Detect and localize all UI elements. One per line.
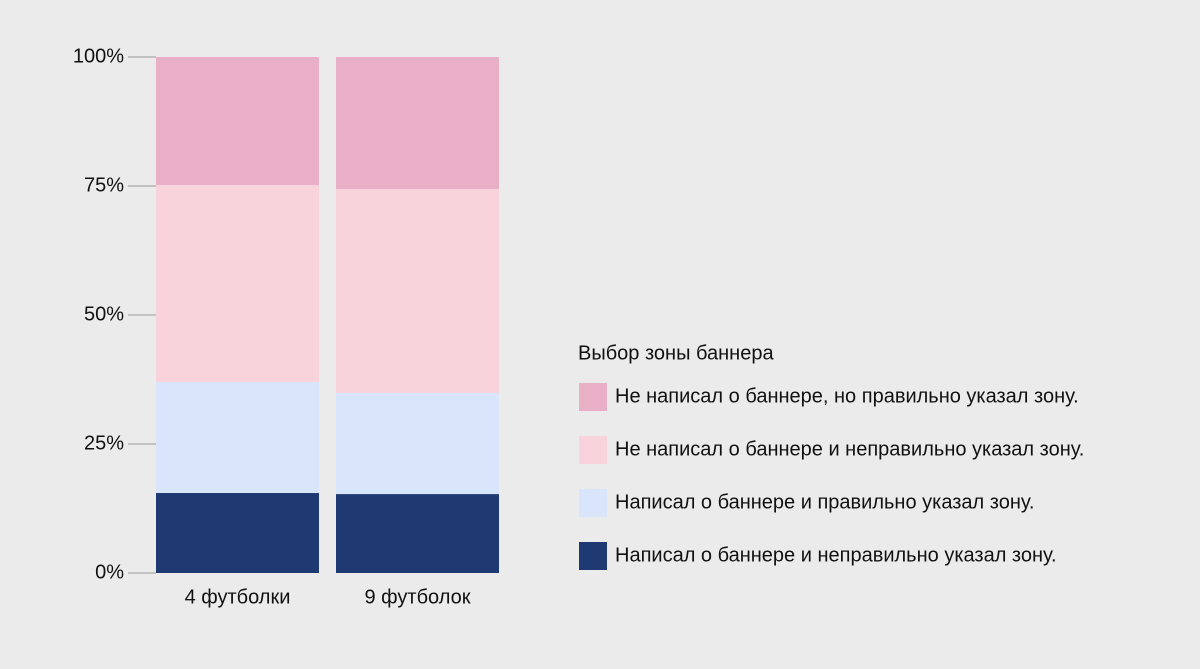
bar-segment <box>336 392 499 495</box>
legend-label: Не написал о баннере и неправильно указа… <box>615 438 1084 460</box>
legend-swatch <box>579 489 607 517</box>
bar-segment <box>156 382 319 494</box>
bar-segment <box>156 184 319 383</box>
legend-swatch <box>579 383 607 411</box>
x-tick-label: 4 футболки <box>185 586 291 608</box>
legend-swatch <box>579 542 607 570</box>
y-tick-label: 25% <box>84 432 124 454</box>
x-tick-label: 9 футболок <box>365 586 471 608</box>
bar-segment <box>336 57 499 190</box>
legend-title: Выбор зоны баннера <box>578 342 774 364</box>
y-tick-label: 75% <box>84 174 124 196</box>
legend-label: Не написал о баннере, но правильно указа… <box>615 385 1079 407</box>
y-tick-label: 0% <box>95 561 124 583</box>
bar-segment <box>156 493 319 573</box>
bar-segment <box>156 57 319 185</box>
legend-swatch <box>579 436 607 464</box>
bar-segment <box>336 494 499 573</box>
legend-label: Написал о баннере и неправильно указал з… <box>615 544 1057 566</box>
legend-label: Написал о баннере и правильно указал зон… <box>615 491 1034 513</box>
bar-segment <box>336 189 499 393</box>
y-tick-label: 100% <box>73 45 124 67</box>
y-tick-label: 50% <box>84 303 124 325</box>
